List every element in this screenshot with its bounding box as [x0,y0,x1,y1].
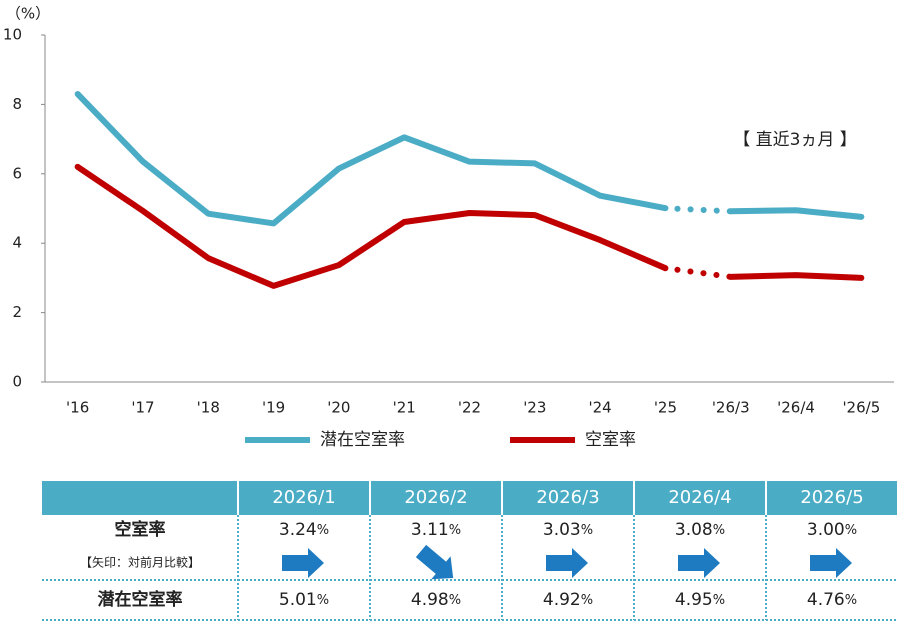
cell-value: 4.76% [807,590,857,610]
column-header: 2026/5 [800,487,863,508]
arrow-right [810,548,852,578]
cell-number: 3.24 [279,520,317,540]
cell-number: 5.01 [279,590,317,610]
series-line [727,272,865,281]
cell-number: 3.03 [543,520,581,540]
y-tick-label: 0 [12,373,22,391]
x-tick-label: '24 [589,399,612,417]
cell-value: 5.01% [279,590,329,610]
header-cell [239,481,369,515]
cell-value: 4.98% [411,590,461,610]
cell-unit: % [317,523,329,538]
header-cell [42,481,237,515]
cell-value: 3.11% [411,520,461,540]
cell-value: 3.00% [807,520,857,540]
y-axis-unit: （%） [6,5,50,23]
series-connector [674,266,734,280]
row-note: 【矢印：対前月比較】 [80,555,200,570]
y-tick-label: 10 [3,26,22,44]
header-cell [371,481,501,515]
x-tick-label: '26/4 [777,399,815,417]
y-tick-label: 4 [12,234,22,252]
x-tick-label: '16 [66,399,89,417]
cell-number: 3.00 [807,520,845,540]
arrows [282,544,852,580]
x-tick-label: '21 [393,399,416,417]
x-tick-label: '19 [262,399,285,417]
cell-unit: % [713,593,725,608]
series-line [727,207,865,220]
cell-value: 4.95% [675,590,725,610]
x-tick-label: '17 [131,399,154,417]
legend-label: 空室率 [585,430,636,450]
annotation: 【 直近3ヵ月 】 [733,130,857,150]
y-tick-label: 2 [12,303,22,321]
cell-number: 4.76 [807,590,845,610]
cell-value: 3.03% [543,520,593,540]
row-label: 潜在空室率 [98,589,183,610]
cell-number: 4.95 [675,590,713,610]
cell-value: 3.08% [675,520,725,540]
y-tick-label: 6 [12,164,22,182]
x-tick-label: '18 [197,399,220,417]
cell-unit: % [713,523,725,538]
cell-unit: % [845,523,857,538]
cell-unit: % [581,523,593,538]
x-tick-label: '26/3 [712,399,750,417]
cell-number: 3.08 [675,520,713,540]
cell-unit: % [317,593,329,608]
column-header: 2026/1 [272,487,335,508]
series-line [74,163,669,289]
x-tick-label: '25 [654,399,677,417]
cell-value: 4.92% [543,590,593,610]
cell-unit: % [449,523,461,538]
series-connector [674,205,734,215]
header-cell [503,481,633,515]
cell-unit: % [581,593,593,608]
row-label: 空室率 [115,519,166,540]
cell-number: 4.98 [411,590,449,610]
column-header: 2026/2 [404,487,467,508]
column-header: 2026/3 [536,487,599,508]
y-tick-label: 8 [12,95,22,113]
cell-unit: % [449,593,461,608]
header-cell [635,481,765,515]
arrow-down-right [415,544,454,580]
table: 2026/1 2026/2 2026/3 2026/4 2026/5 空室率【矢印：対前月… [42,481,898,621]
legend-label: 潜在空室率 [320,430,405,450]
x-tick-label: '23 [523,399,546,417]
header-cell [767,481,897,515]
arrow-right [678,548,720,578]
cell-value: 3.24% [279,520,329,540]
x-tick-label: '22 [458,399,481,417]
cell-number: 4.92 [543,590,581,610]
legend: 潜在空室率 空室率 [245,430,636,450]
series-line [74,90,669,227]
x-tick-label: '26/5 [842,399,880,417]
cell-number: 3.11 [411,520,449,540]
arrow-right [282,548,324,578]
arrow-right [546,548,588,578]
column-header: 2026/4 [668,487,731,508]
cell-unit: % [845,593,857,608]
x-tick-label: '20 [327,399,350,417]
